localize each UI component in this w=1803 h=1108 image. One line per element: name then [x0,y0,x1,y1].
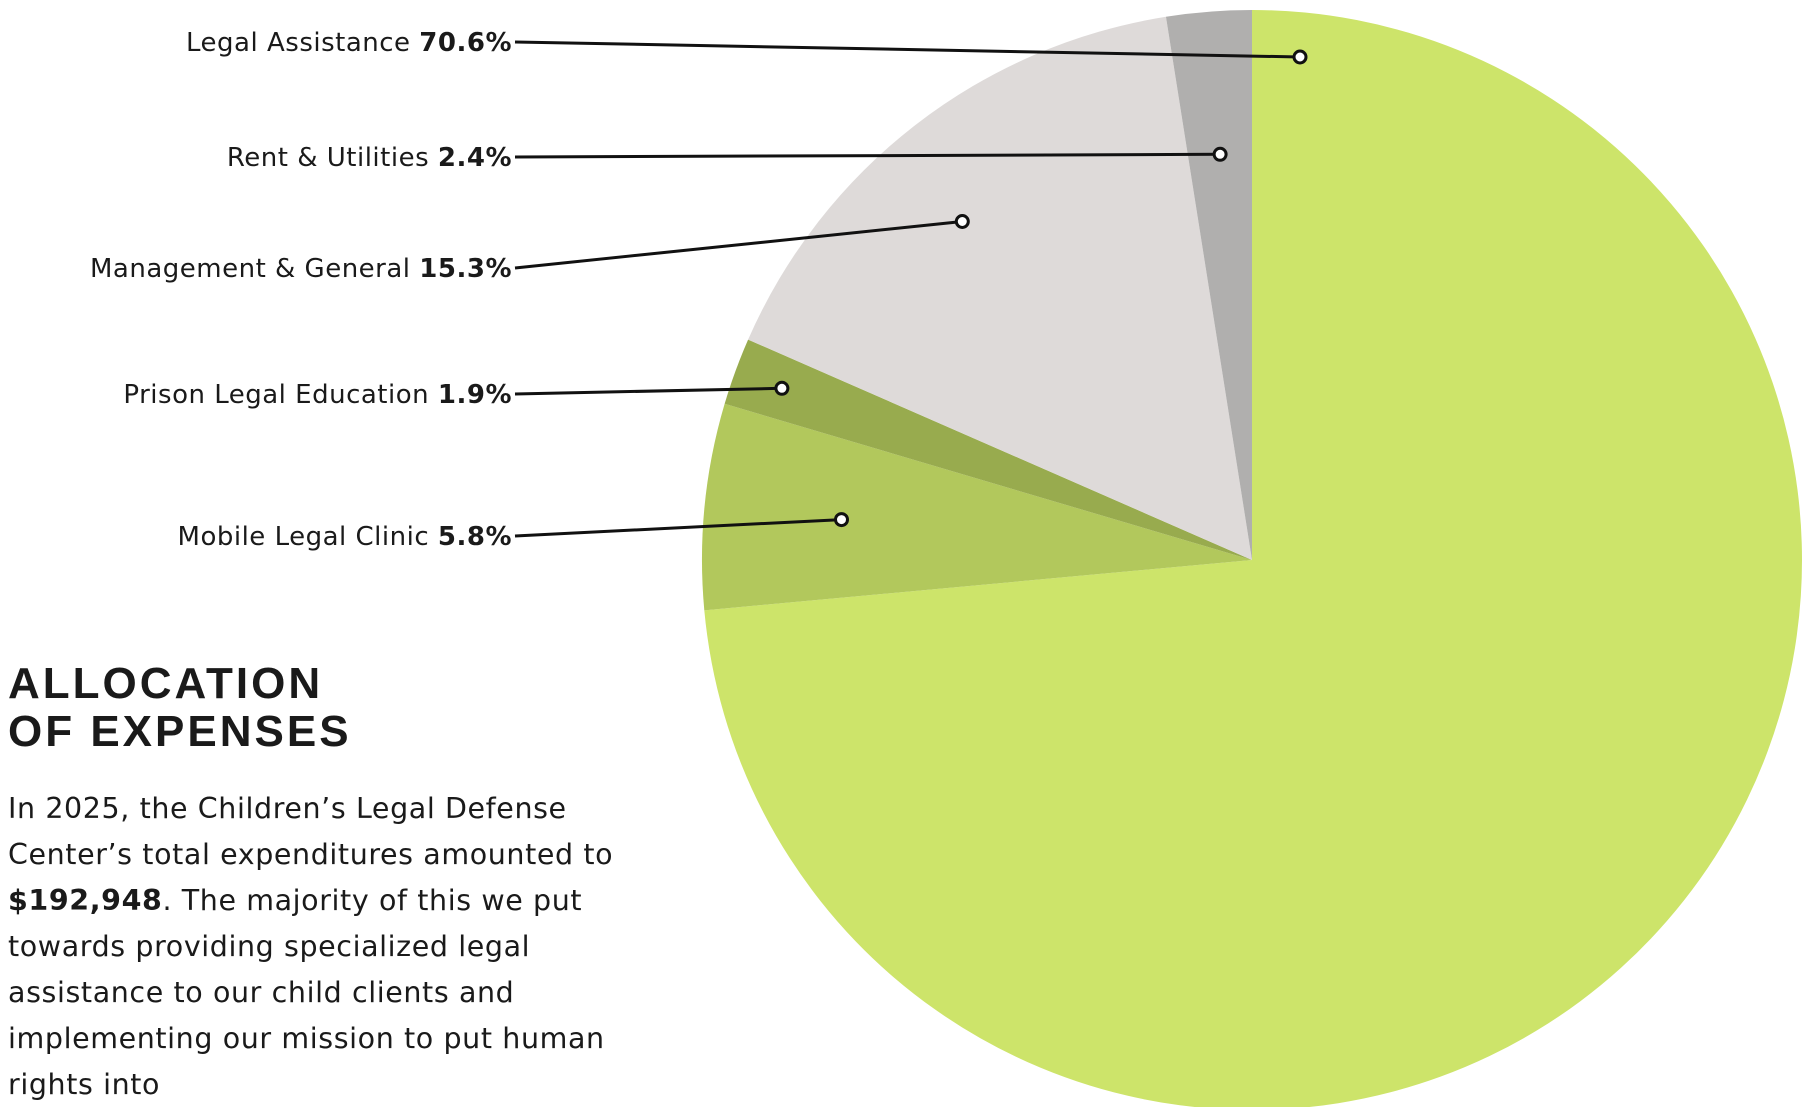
chart-title: ALLOCATION OF EXPENSES [8,660,352,756]
slice-label-prison-legal-education: Prison Legal Education 1.9% [123,380,512,410]
leader-line-rent-and-utilities [514,152,1221,159]
pie-slice-prison-legal-education [724,339,1252,560]
slice-label-management-and-general: Management & General 15.3% [90,254,512,284]
pie-slice-rent-and-utilities [1165,9,1252,560]
leader-marker-rent-and-utilities [1212,146,1228,162]
leader-marker-prison-legal-education [774,380,790,396]
leader-line-management-and-general [514,220,963,270]
title-line-1: ALLOCATION [8,659,324,708]
description-text-end: . The majority of this we put towards pr… [8,884,605,1101]
slice-label-rent-and-utilities: Rent & Utilities 2.4% [227,143,512,173]
leader-line-prison-legal-education [514,386,782,396]
pie-slice-mobile-legal-clinic [702,403,1252,611]
slice-label-percent: 5.8% [438,522,512,552]
description-paragraph: In 2025, the Children’s Legal Defense Ce… [8,786,668,1108]
slice-labels: Legal Assistance 70.6% Mobile Legal Clini… [90,28,512,552]
pie-slice-legal-assistance [704,10,1802,1107]
slice-label-name: Rent & Utilities [227,143,438,173]
leader-lines [514,40,1308,538]
description-text-start: In 2025, the Children’s Legal Defense Ce… [8,792,614,871]
leader-line-legal-assistance [514,40,1301,59]
leader-marker-legal-assistance [1292,49,1308,65]
slice-label-percent: 2.4% [438,143,512,173]
leader-line-mobile-legal-clinic [514,518,842,538]
slice-label-name: Prison Legal Education [123,380,438,410]
total-expenditures-amount: $192,948 [8,884,163,917]
leader-marker-mobile-legal-clinic [834,512,849,528]
slice-label-percent: 15.3% [419,254,512,284]
slice-label-name: Legal Assistance [186,28,419,58]
slice-label-legal-assistance: Legal Assistance 70.6% [186,28,512,58]
slice-label-mobile-legal-clinic: Mobile Legal Clinic 5.8% [178,522,512,552]
pie-slice-management-and-general [748,16,1252,560]
title-line-2: OF EXPENSES [8,707,352,756]
slice-label-name: Mobile Legal Clinic [178,522,438,552]
pie-slices [702,9,1802,1107]
leader-marker-management-and-general [954,214,970,229]
slice-label-percent: 1.9% [438,380,512,410]
slice-label-percent: 70.6% [419,28,512,58]
slice-label-name: Management & General [90,254,419,284]
